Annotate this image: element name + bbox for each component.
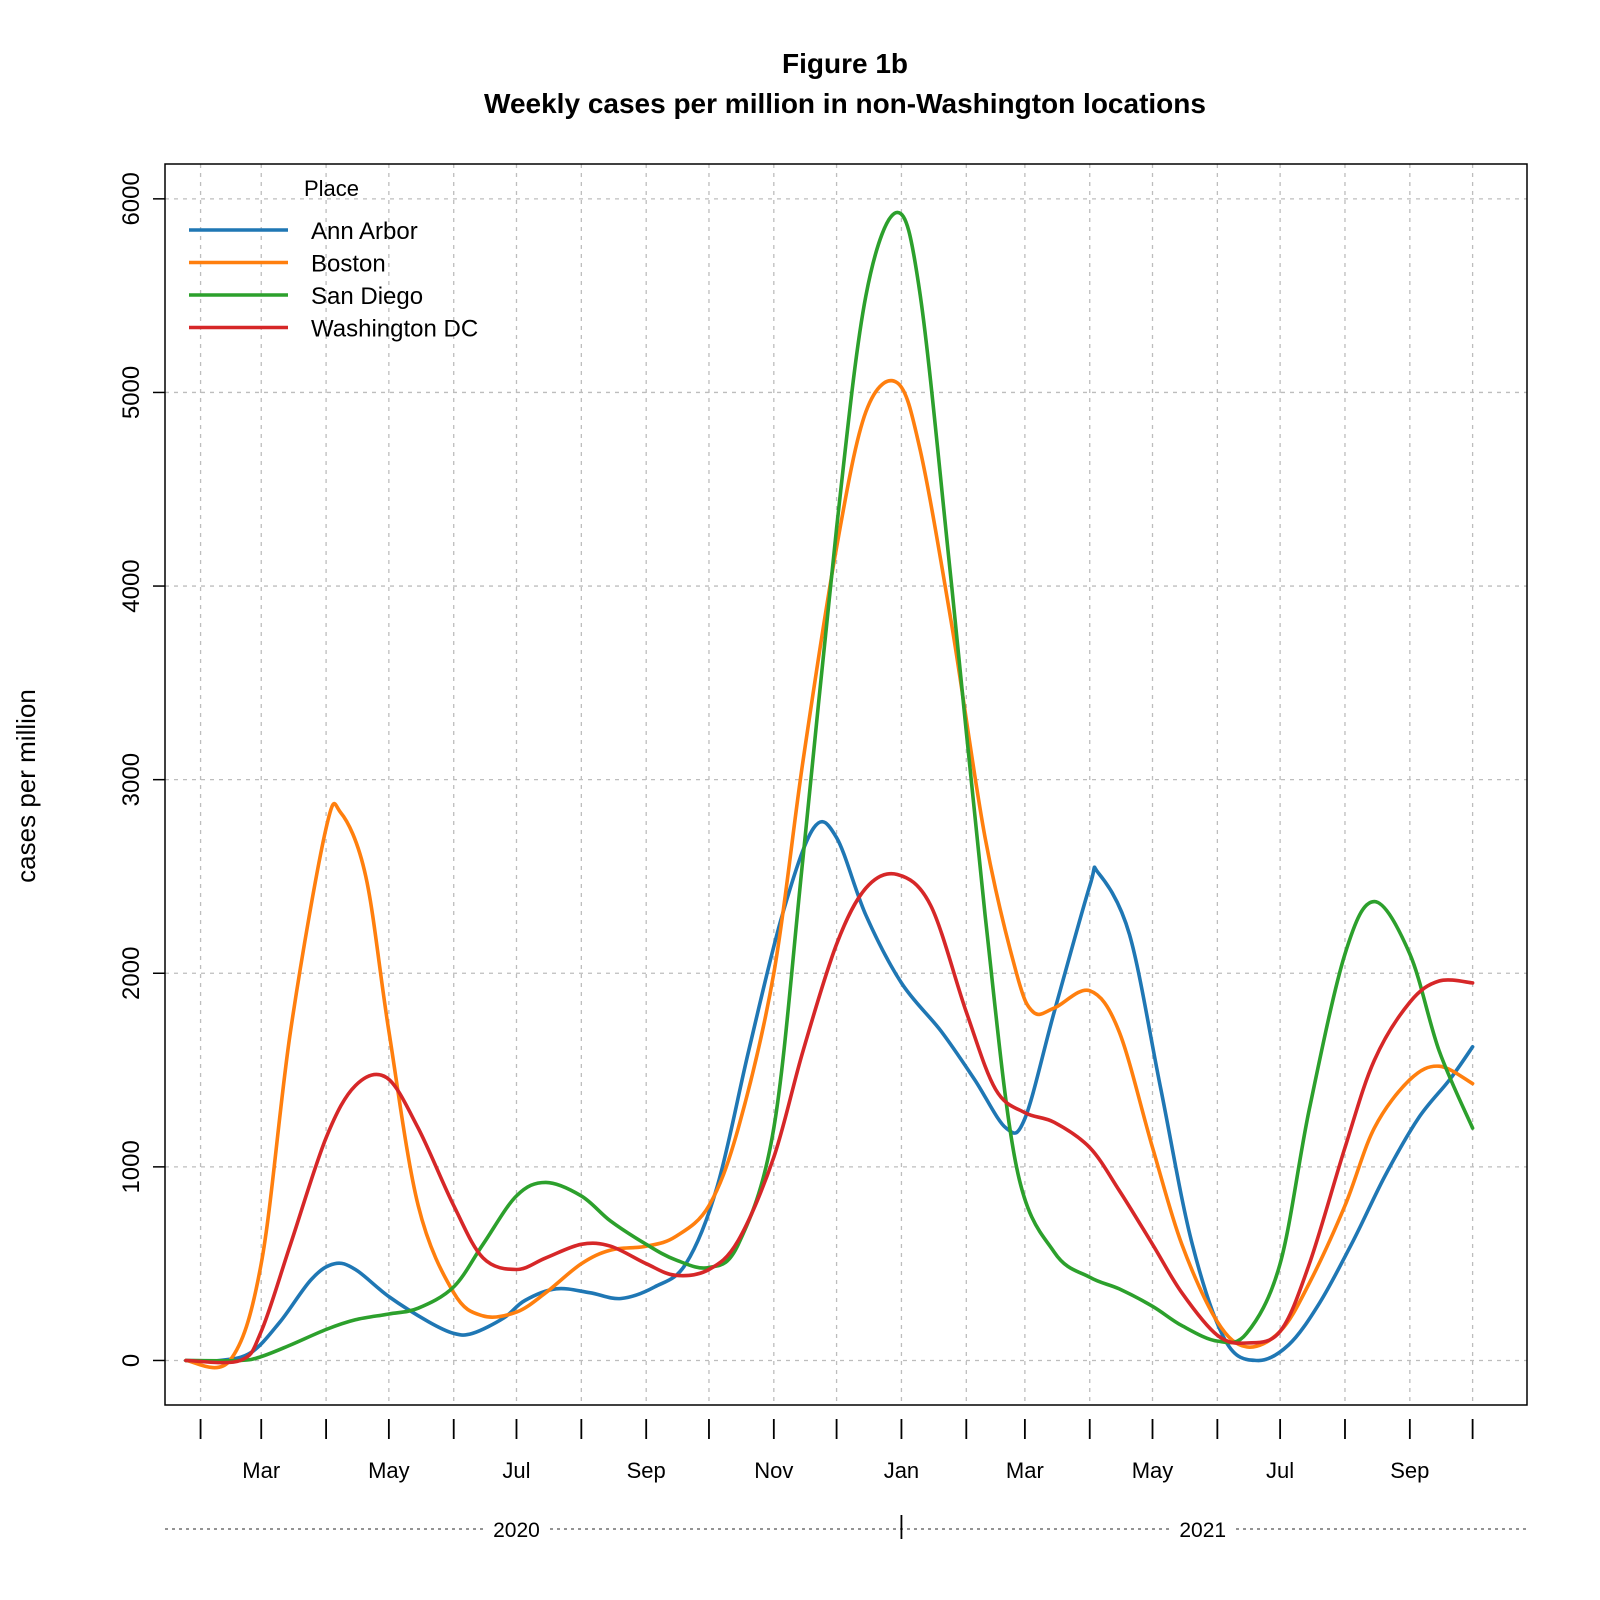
x-tick-label: Sep [1390, 1458, 1429, 1483]
series-lines [184, 210, 1475, 1370]
series-line-san-diego [184, 210, 1475, 1363]
series-line-ann-arbor [184, 819, 1475, 1363]
x-tick-label: Jul [1266, 1458, 1294, 1483]
x-tick-label: Jul [502, 1458, 530, 1483]
x-tick-label: Sep [627, 1458, 666, 1483]
year-label-backdrop [1170, 1515, 1235, 1539]
legend-label-ann-arbor: Ann Arbor [311, 218, 418, 245]
legend-label-san-diego: San Diego [311, 283, 423, 310]
x-tick-label: Nov [754, 1458, 793, 1483]
year-label: 2021 [1179, 1519, 1226, 1542]
series-line-boston [184, 378, 1475, 1370]
x-axis: Mar May Jul Sep Nov Jan Mar May Jul Sep 2020 2021 [165, 1419, 1527, 1542]
legend-label-boston: Boston [311, 251, 386, 278]
y-axis-label: cases per million [11, 689, 41, 883]
y-tick-label: 5000 [118, 366, 145, 419]
y-tick-label: 6000 [118, 172, 145, 225]
x-tick-label: May [368, 1458, 410, 1483]
year-label-backdrop [484, 1515, 549, 1539]
plot-frame [164, 163, 1528, 1406]
legend: Place Ann Arbor Boston San Diego Washington… [189, 176, 478, 343]
x-tick-label: Mar [242, 1458, 280, 1483]
x-tick-label: Jan [884, 1458, 919, 1483]
y-tick-label: 4000 [118, 559, 145, 612]
y-axis: 0 1000 2000 3000 4000 5000 6000 [118, 172, 165, 1367]
x-tick-label: Mar [1006, 1458, 1044, 1483]
chart-title: Figure 1b [782, 48, 908, 79]
year-label: 2020 [493, 1519, 540, 1542]
legend-label-washington-dc: Washington DC [311, 316, 478, 343]
series-line-washington-dc [184, 871, 1475, 1365]
legend-title: Place [304, 176, 359, 201]
x-tick-label: May [1132, 1458, 1174, 1483]
chart-subtitle: Weekly cases per million in non-Washingt… [484, 88, 1206, 119]
y-tick-label: 2000 [118, 947, 145, 1000]
y-tick-label: 1000 [118, 1140, 145, 1193]
y-tick-label: 0 [118, 1354, 145, 1367]
y-tick-label: 3000 [118, 753, 145, 806]
